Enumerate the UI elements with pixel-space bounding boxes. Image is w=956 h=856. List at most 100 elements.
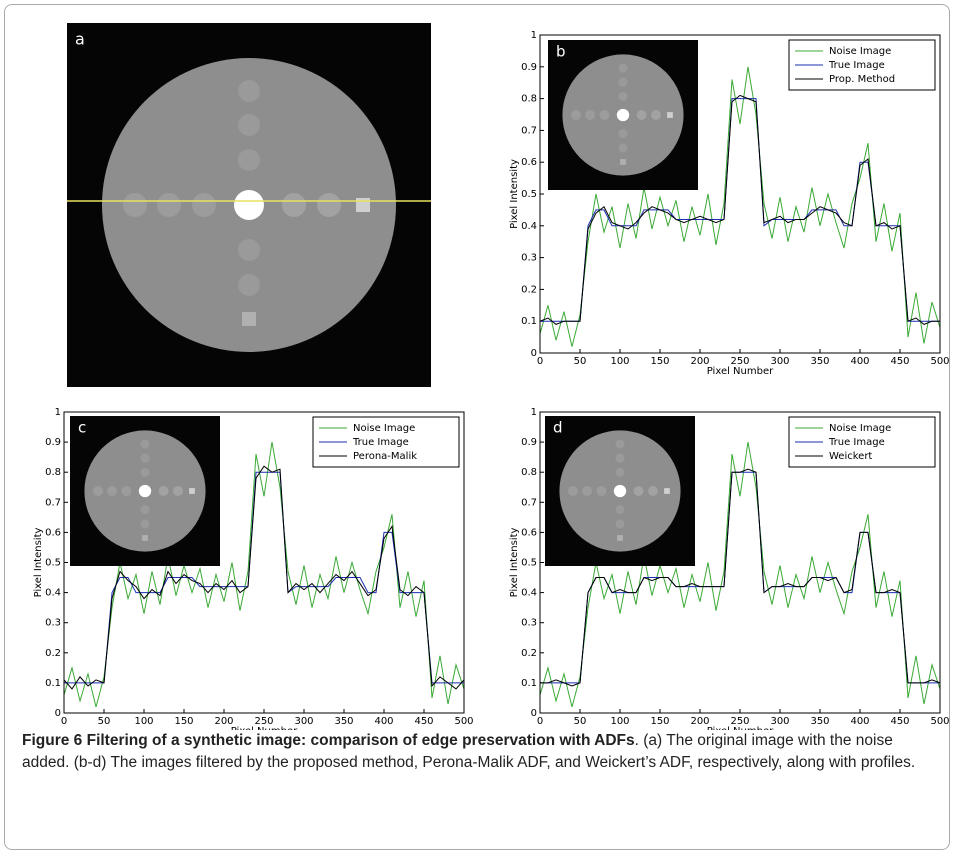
phantom-spot <box>317 193 341 217</box>
phantom-spot <box>597 486 607 496</box>
phantom-spot <box>618 143 627 152</box>
x-tick-label: 350 <box>334 716 353 727</box>
y-tick-label: 1 <box>531 407 537 418</box>
phantom-square <box>242 312 256 326</box>
phantom-spot <box>107 486 117 496</box>
y-tick-label: 0.6 <box>521 527 537 538</box>
page: a00.10.20.30.40.50.60.70.80.910501001502… <box>0 0 956 856</box>
y-tick-label: 0.2 <box>521 648 537 659</box>
phantom-square <box>664 488 670 494</box>
phantom-square <box>142 535 148 541</box>
phantom-spot <box>140 454 149 463</box>
x-tick-label: 350 <box>810 356 829 367</box>
phantom-spot <box>140 505 149 514</box>
x-tick-label: 0 <box>537 716 543 727</box>
x-tick-label: 450 <box>890 716 909 727</box>
phantom-spot <box>585 110 595 120</box>
y-axis-label: Pixel Intensity <box>33 528 44 598</box>
phantom-spot <box>238 80 260 102</box>
y-tick-label: 0.5 <box>521 189 537 200</box>
x-tick-label: 0 <box>537 356 543 367</box>
x-tick-label: 100 <box>610 356 629 367</box>
phantom-spot <box>600 110 610 120</box>
phantom-spot <box>618 63 627 72</box>
y-tick-label: 0.3 <box>521 618 537 629</box>
x-tick-label: 400 <box>374 716 393 727</box>
y-tick-label: 0.1 <box>45 678 61 689</box>
y-axis-label: Pixel Intensity <box>509 159 520 229</box>
y-tick-label: 1 <box>55 407 61 418</box>
x-tick-label: 500 <box>454 716 473 727</box>
phantom-spot <box>159 486 169 496</box>
x-tick-label: 150 <box>174 716 193 727</box>
phantom-spot <box>122 486 132 496</box>
phantom-spot <box>192 193 216 217</box>
y-tick-label: 0.2 <box>521 284 537 295</box>
phantom-spot <box>615 519 624 528</box>
y-axis-label: Pixel Intensity <box>509 528 520 598</box>
phantom-spot <box>140 439 149 448</box>
phantom-center <box>234 190 264 220</box>
phantom-square <box>356 198 370 212</box>
phantom-spot <box>238 114 260 136</box>
phantom-spot <box>238 149 260 171</box>
x-tick-label: 400 <box>850 716 869 727</box>
legend-label: Perona-Malik <box>353 451 417 462</box>
x-tick-label: 500 <box>930 716 949 727</box>
phantom-spot <box>615 454 624 463</box>
y-tick-label: 0.6 <box>521 157 537 168</box>
x-tick-label: 150 <box>650 356 669 367</box>
phantom-spot <box>123 193 147 217</box>
x-tick-label: 350 <box>810 716 829 727</box>
x-tick-label: 100 <box>610 716 629 727</box>
phantom-spot <box>93 486 103 496</box>
x-tick-label: 50 <box>574 716 587 727</box>
legend-label: True Image <box>352 437 409 448</box>
legend-label: Noise Image <box>829 46 891 57</box>
panel-label: a <box>75 30 85 49</box>
y-tick-label: 0.3 <box>521 253 537 264</box>
phantom-spot <box>634 486 644 496</box>
phantom-center <box>139 485 151 497</box>
phantom-spot <box>140 468 149 477</box>
phantom-square <box>617 535 623 541</box>
legend-label: Noise Image <box>353 423 415 434</box>
x-tick-label: 500 <box>930 356 949 367</box>
legend-label: Prop. Method <box>829 74 895 85</box>
x-tick-label: 0 <box>61 716 67 727</box>
caption-title: Figure 6 Filtering of a synthetic image:… <box>22 732 635 749</box>
y-tick-label: 0.7 <box>45 497 61 508</box>
y-tick-label: 0.4 <box>45 588 61 599</box>
y-tick-label: 0.4 <box>521 588 537 599</box>
phantom-spot <box>615 505 624 514</box>
x-tick-label: 50 <box>98 716 111 727</box>
x-tick-label: 100 <box>134 716 153 727</box>
y-tick-label: 0.9 <box>45 437 61 448</box>
phantom-center <box>617 109 629 121</box>
y-tick-label: 0.8 <box>45 467 61 478</box>
x-axis-label: Pixel Number <box>707 366 774 377</box>
x-tick-label: 450 <box>414 716 433 727</box>
y-tick-label: 1 <box>531 30 537 41</box>
phantom-spot <box>615 439 624 448</box>
y-tick-label: 0.2 <box>45 648 61 659</box>
phantom-spot <box>651 110 661 120</box>
y-tick-label: 0.9 <box>521 62 537 73</box>
panel-label: d <box>553 419 563 437</box>
x-tick-label: 400 <box>850 356 869 367</box>
legend-label: Noise Image <box>829 423 891 434</box>
caption: Figure 6 Filtering of a synthetic image:… <box>22 730 937 774</box>
phantom-spot <box>618 78 627 87</box>
phantom-square <box>667 112 673 118</box>
phantom-spot <box>282 193 306 217</box>
y-tick-label: 0.1 <box>521 678 537 689</box>
phantom-spot <box>140 519 149 528</box>
legend-label: True Image <box>828 60 885 71</box>
phantom-spot <box>238 239 260 261</box>
y-tick-label: 0.5 <box>521 558 537 569</box>
x-tick-label: 300 <box>770 356 789 367</box>
panel-label: b <box>556 43 566 61</box>
legend-label: True Image <box>828 437 885 448</box>
phantom-spot <box>582 486 592 496</box>
